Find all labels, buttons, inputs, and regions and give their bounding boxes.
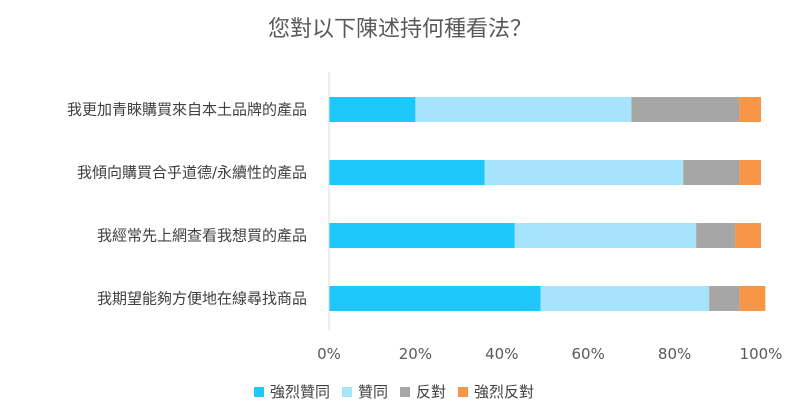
bar-segment — [329, 286, 541, 311]
x-tick-label: 40% — [485, 345, 518, 363]
category-label: 我經常先上網查看我想買的產品 — [97, 227, 307, 245]
bar-segment — [514, 223, 697, 248]
chart-title: 您對以下陳述持何種看法？ — [268, 17, 532, 42]
x-tick-label: 80% — [658, 345, 691, 363]
legend-swatch — [458, 387, 468, 397]
legend-label: 強烈贊同 — [270, 383, 330, 401]
legend-swatch — [400, 387, 410, 397]
x-tick-label: 100% — [740, 345, 783, 363]
bar-segment — [739, 97, 761, 122]
bar-segment — [739, 160, 761, 185]
bar-segment — [484, 160, 684, 185]
bar-segment — [329, 160, 485, 185]
category-label: 我期望能夠方便地在線尋找商品 — [97, 290, 307, 308]
legend: 強烈贊同 贊同 反對 強烈反對 — [254, 383, 534, 401]
legend-label: 強烈反對 — [474, 383, 534, 401]
category-labels: 我更加青睞購買來自本土品牌的產品我傾向購買合乎道德/永續性的產品我經常先上網查看… — [67, 101, 307, 308]
bar-segment — [329, 97, 416, 122]
legend-swatch — [254, 387, 264, 397]
legend-swatch — [342, 387, 352, 397]
x-tick-label: 20% — [399, 345, 432, 363]
bar-segment — [739, 286, 766, 311]
bar-segment — [735, 223, 761, 248]
bar-segment — [696, 223, 736, 248]
bar-segment — [683, 160, 740, 185]
bar-segment — [631, 97, 740, 122]
bar-segment — [540, 286, 710, 311]
bar-segment — [329, 223, 515, 248]
legend-label: 反對 — [416, 383, 446, 401]
x-tick-label: 60% — [572, 345, 605, 363]
x-tick-label: 0% — [317, 345, 341, 363]
category-label: 我傾向購買合乎道德/永續性的產品 — [77, 164, 307, 182]
bar-segment — [709, 286, 740, 311]
x-tick-labels: 0% 20% 40% 60% 80% 100% — [317, 345, 782, 363]
legend-label: 贊同 — [358, 383, 388, 401]
bars — [329, 97, 766, 311]
bar-segment — [415, 97, 632, 122]
category-label: 我更加青睞購買來自本土品牌的產品 — [67, 101, 307, 119]
